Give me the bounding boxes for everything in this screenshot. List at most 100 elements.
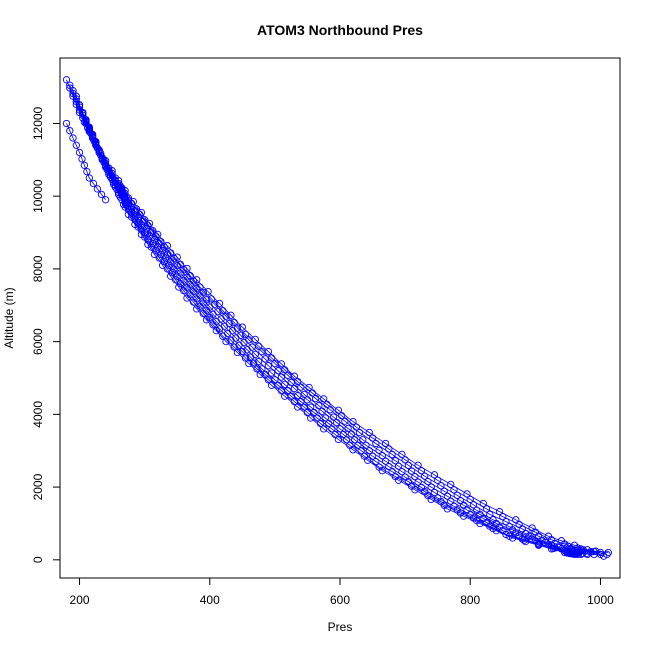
chart-title: ATOM3 Northbound Pres — [257, 22, 423, 38]
profile-12 — [116, 181, 131, 209]
data-point — [311, 394, 320, 403]
data-point — [219, 332, 227, 340]
data-point — [131, 220, 139, 229]
data-point — [303, 396, 312, 404]
data-point — [85, 123, 93, 131]
data-point — [98, 154, 106, 162]
data-point — [167, 272, 175, 280]
data-point — [334, 435, 343, 444]
x-tick-label: 400 — [200, 593, 220, 607]
data-point — [207, 295, 216, 303]
data-point — [355, 428, 364, 437]
data-point — [97, 190, 106, 199]
y-axis-label: Altitude (m) — [2, 287, 16, 348]
x-tick-label: 600 — [330, 593, 350, 607]
data-point — [72, 92, 80, 100]
data-point — [85, 174, 93, 182]
data-point — [183, 294, 191, 302]
data-point — [101, 162, 110, 170]
x-axis-label: Pres — [328, 620, 353, 634]
data-point — [284, 371, 292, 379]
data-point — [233, 348, 242, 357]
y-tick-label: 6000 — [31, 328, 45, 355]
profile-10 — [92, 137, 579, 559]
data-point — [241, 354, 250, 362]
data-point — [460, 512, 468, 520]
data-point — [88, 130, 97, 139]
data-point — [326, 406, 334, 414]
y-tick-label: 12000 — [31, 106, 45, 140]
data-point — [508, 534, 517, 542]
data-point — [196, 283, 204, 291]
data-point — [264, 362, 273, 370]
data-point — [547, 545, 556, 553]
data-point — [318, 407, 326, 415]
y-tick-label: 0 — [31, 556, 45, 563]
data-point — [294, 403, 302, 411]
data-point — [144, 240, 152, 249]
data-point — [241, 330, 250, 339]
data-point — [281, 392, 289, 400]
data-point — [245, 359, 253, 368]
data-point — [277, 373, 286, 381]
data-point — [95, 146, 103, 154]
data-point — [261, 370, 269, 379]
data-point — [92, 137, 100, 146]
data-point — [158, 261, 167, 269]
data-point — [80, 161, 89, 169]
data-point — [230, 318, 238, 327]
data-point — [219, 307, 227, 315]
data-point — [83, 167, 91, 176]
data-point — [122, 201, 131, 209]
data-point — [258, 365, 266, 373]
y-tick-label: 4000 — [31, 401, 45, 428]
data-point — [66, 127, 74, 135]
y-tick-label: 10000 — [31, 179, 45, 213]
data-point — [290, 384, 299, 393]
data-point — [89, 179, 98, 188]
data-point — [101, 196, 110, 204]
data-point — [565, 549, 574, 558]
data-point — [476, 519, 484, 528]
data-point — [82, 116, 90, 124]
data-point — [105, 170, 113, 179]
data-point — [72, 141, 80, 149]
data-point — [176, 260, 185, 269]
x-tick-label: 800 — [460, 593, 480, 607]
series-layer — [62, 76, 612, 560]
data-point — [264, 376, 273, 384]
data-point — [212, 327, 220, 335]
data-point — [521, 537, 530, 546]
data-point — [69, 87, 77, 95]
data-point — [75, 148, 84, 157]
data-point — [570, 550, 579, 559]
profile-11 — [62, 119, 110, 204]
data-point — [443, 505, 452, 513]
profile-line — [66, 123, 106, 201]
data-point — [534, 541, 543, 549]
data-point — [388, 450, 396, 459]
profile-line — [95, 141, 575, 555]
data-point — [404, 461, 413, 469]
data-point — [72, 95, 80, 103]
data-point — [307, 414, 315, 422]
data-point — [202, 316, 211, 324]
data-point — [137, 230, 146, 239]
data-point — [258, 347, 266, 356]
data-point — [603, 550, 611, 559]
data-point — [79, 108, 87, 117]
data-point — [66, 81, 74, 89]
data-point — [124, 210, 133, 219]
data-point — [411, 486, 419, 494]
data-point — [320, 425, 328, 433]
data-point — [186, 272, 194, 280]
data-point — [62, 119, 71, 128]
data-point — [150, 250, 159, 259]
x-axis: 200 400 600 800 1000 — [70, 577, 614, 607]
data-point — [222, 337, 230, 346]
data-point — [78, 155, 86, 163]
data-point — [120, 190, 128, 199]
y-tick-label: 8000 — [31, 255, 45, 282]
